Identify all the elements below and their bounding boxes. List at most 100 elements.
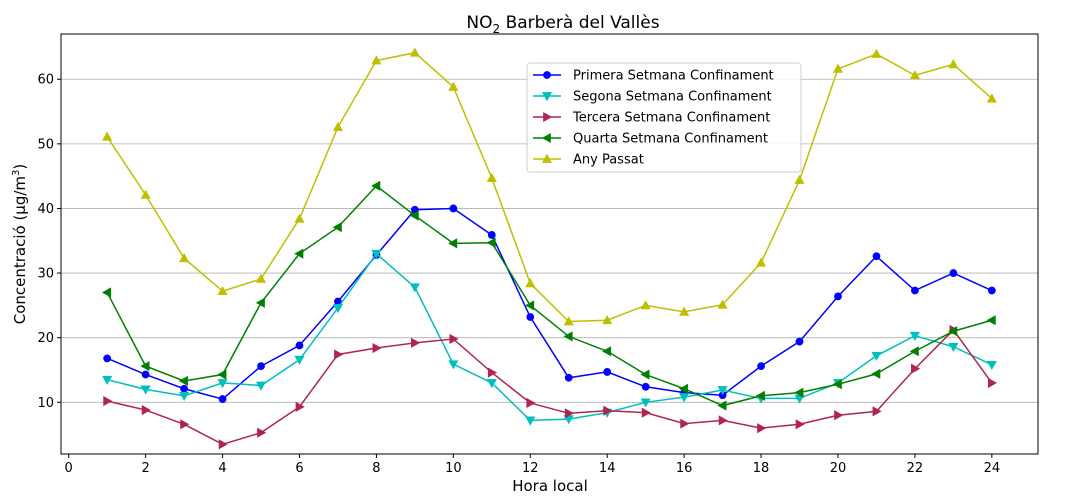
data-point — [411, 337, 421, 348]
data-point — [295, 401, 305, 412]
y-axis-label: Concentració (µg/m3) — [11, 164, 29, 325]
data-point — [871, 368, 881, 379]
x-tick-label: 24 — [984, 461, 1001, 476]
data-point — [911, 363, 921, 374]
legend-entry: Segona Setmana Confinament — [533, 90, 772, 105]
data-point — [603, 405, 613, 416]
data-point — [909, 331, 920, 341]
data-point — [101, 287, 112, 298]
data-point — [717, 386, 728, 396]
y-tick-label: 60 — [37, 73, 54, 88]
data-point — [372, 342, 382, 354]
data-point — [103, 395, 113, 407]
data-point — [449, 333, 459, 345]
data-point — [832, 379, 842, 390]
data-point — [679, 306, 690, 316]
legend-entry: Primera Setmana Confinament — [533, 69, 774, 84]
data-point — [487, 231, 496, 239]
series-line — [106, 207, 993, 400]
data-point — [332, 304, 343, 314]
data-point — [871, 351, 882, 362]
legend-marker — [543, 71, 551, 79]
data-point — [448, 81, 459, 91]
data-point — [449, 204, 458, 213]
data-point — [486, 237, 496, 248]
data-point — [102, 375, 113, 385]
data-point — [949, 269, 958, 277]
data-point — [332, 222, 342, 233]
data-point — [986, 360, 997, 371]
data-point — [795, 419, 805, 430]
y-tick-label: 20 — [37, 331, 54, 346]
data-point — [179, 252, 190, 263]
data-point — [678, 383, 688, 394]
data-point — [218, 395, 227, 403]
data-point — [641, 382, 650, 391]
x-tick-label: 4 — [218, 461, 226, 476]
data-point — [717, 400, 727, 411]
data-point — [640, 398, 651, 408]
series-line — [106, 184, 993, 407]
data-point — [641, 407, 651, 418]
data-point — [948, 59, 959, 69]
legend-entry: Tercera Setmana Confinament — [533, 111, 770, 126]
x-tick-label: 14 — [599, 461, 616, 476]
data-point — [218, 439, 228, 450]
data-point — [563, 316, 574, 326]
data-point — [832, 63, 844, 73]
data-point — [794, 174, 805, 184]
plot-area-frame — [60, 33, 1039, 455]
legend-marker — [541, 153, 553, 163]
data-point — [141, 370, 150, 379]
data-point — [295, 341, 304, 350]
chart-title-subscript: 2 — [493, 22, 501, 36]
legend-box — [526, 62, 802, 173]
data-point — [103, 354, 112, 363]
data-point — [872, 252, 881, 261]
data-point — [602, 315, 613, 325]
data-point — [601, 346, 612, 357]
data-point — [180, 384, 188, 393]
data-point — [179, 391, 190, 402]
data-point — [834, 410, 844, 421]
data-point — [371, 249, 382, 259]
series-layer — [101, 47, 998, 450]
series-3 — [103, 324, 998, 450]
data-point — [140, 361, 150, 372]
data-point — [909, 346, 919, 357]
data-point — [525, 278, 536, 288]
series-4 — [101, 180, 996, 411]
data-point — [217, 369, 227, 380]
data-point — [756, 257, 767, 267]
data-point — [371, 180, 381, 191]
data-point — [409, 210, 419, 221]
data-point — [409, 283, 420, 293]
data-point — [911, 286, 919, 295]
data-point — [909, 70, 920, 80]
data-point — [255, 381, 267, 391]
x-tick-label: 6 — [295, 461, 303, 476]
data-point — [486, 172, 497, 182]
data-point — [640, 300, 651, 310]
y-tick-label: 10 — [37, 396, 54, 411]
data-point — [757, 362, 765, 371]
data-point — [834, 292, 842, 301]
data-point — [718, 415, 728, 426]
data-point — [757, 423, 767, 434]
series-line — [106, 328, 993, 446]
series-1 — [103, 204, 996, 403]
y-tick-label: 40 — [37, 202, 54, 217]
data-point — [217, 285, 228, 296]
data-point — [334, 349, 344, 360]
data-point — [294, 213, 305, 223]
data-point — [564, 408, 574, 419]
data-point — [526, 313, 535, 321]
legend-marker — [541, 92, 553, 102]
data-point — [487, 367, 498, 378]
legend-label: Primera Setmana Confinament — [573, 69, 774, 84]
data-point — [180, 419, 190, 430]
data-point — [371, 55, 382, 65]
y-axis-label-superscript: 3 — [11, 170, 22, 176]
